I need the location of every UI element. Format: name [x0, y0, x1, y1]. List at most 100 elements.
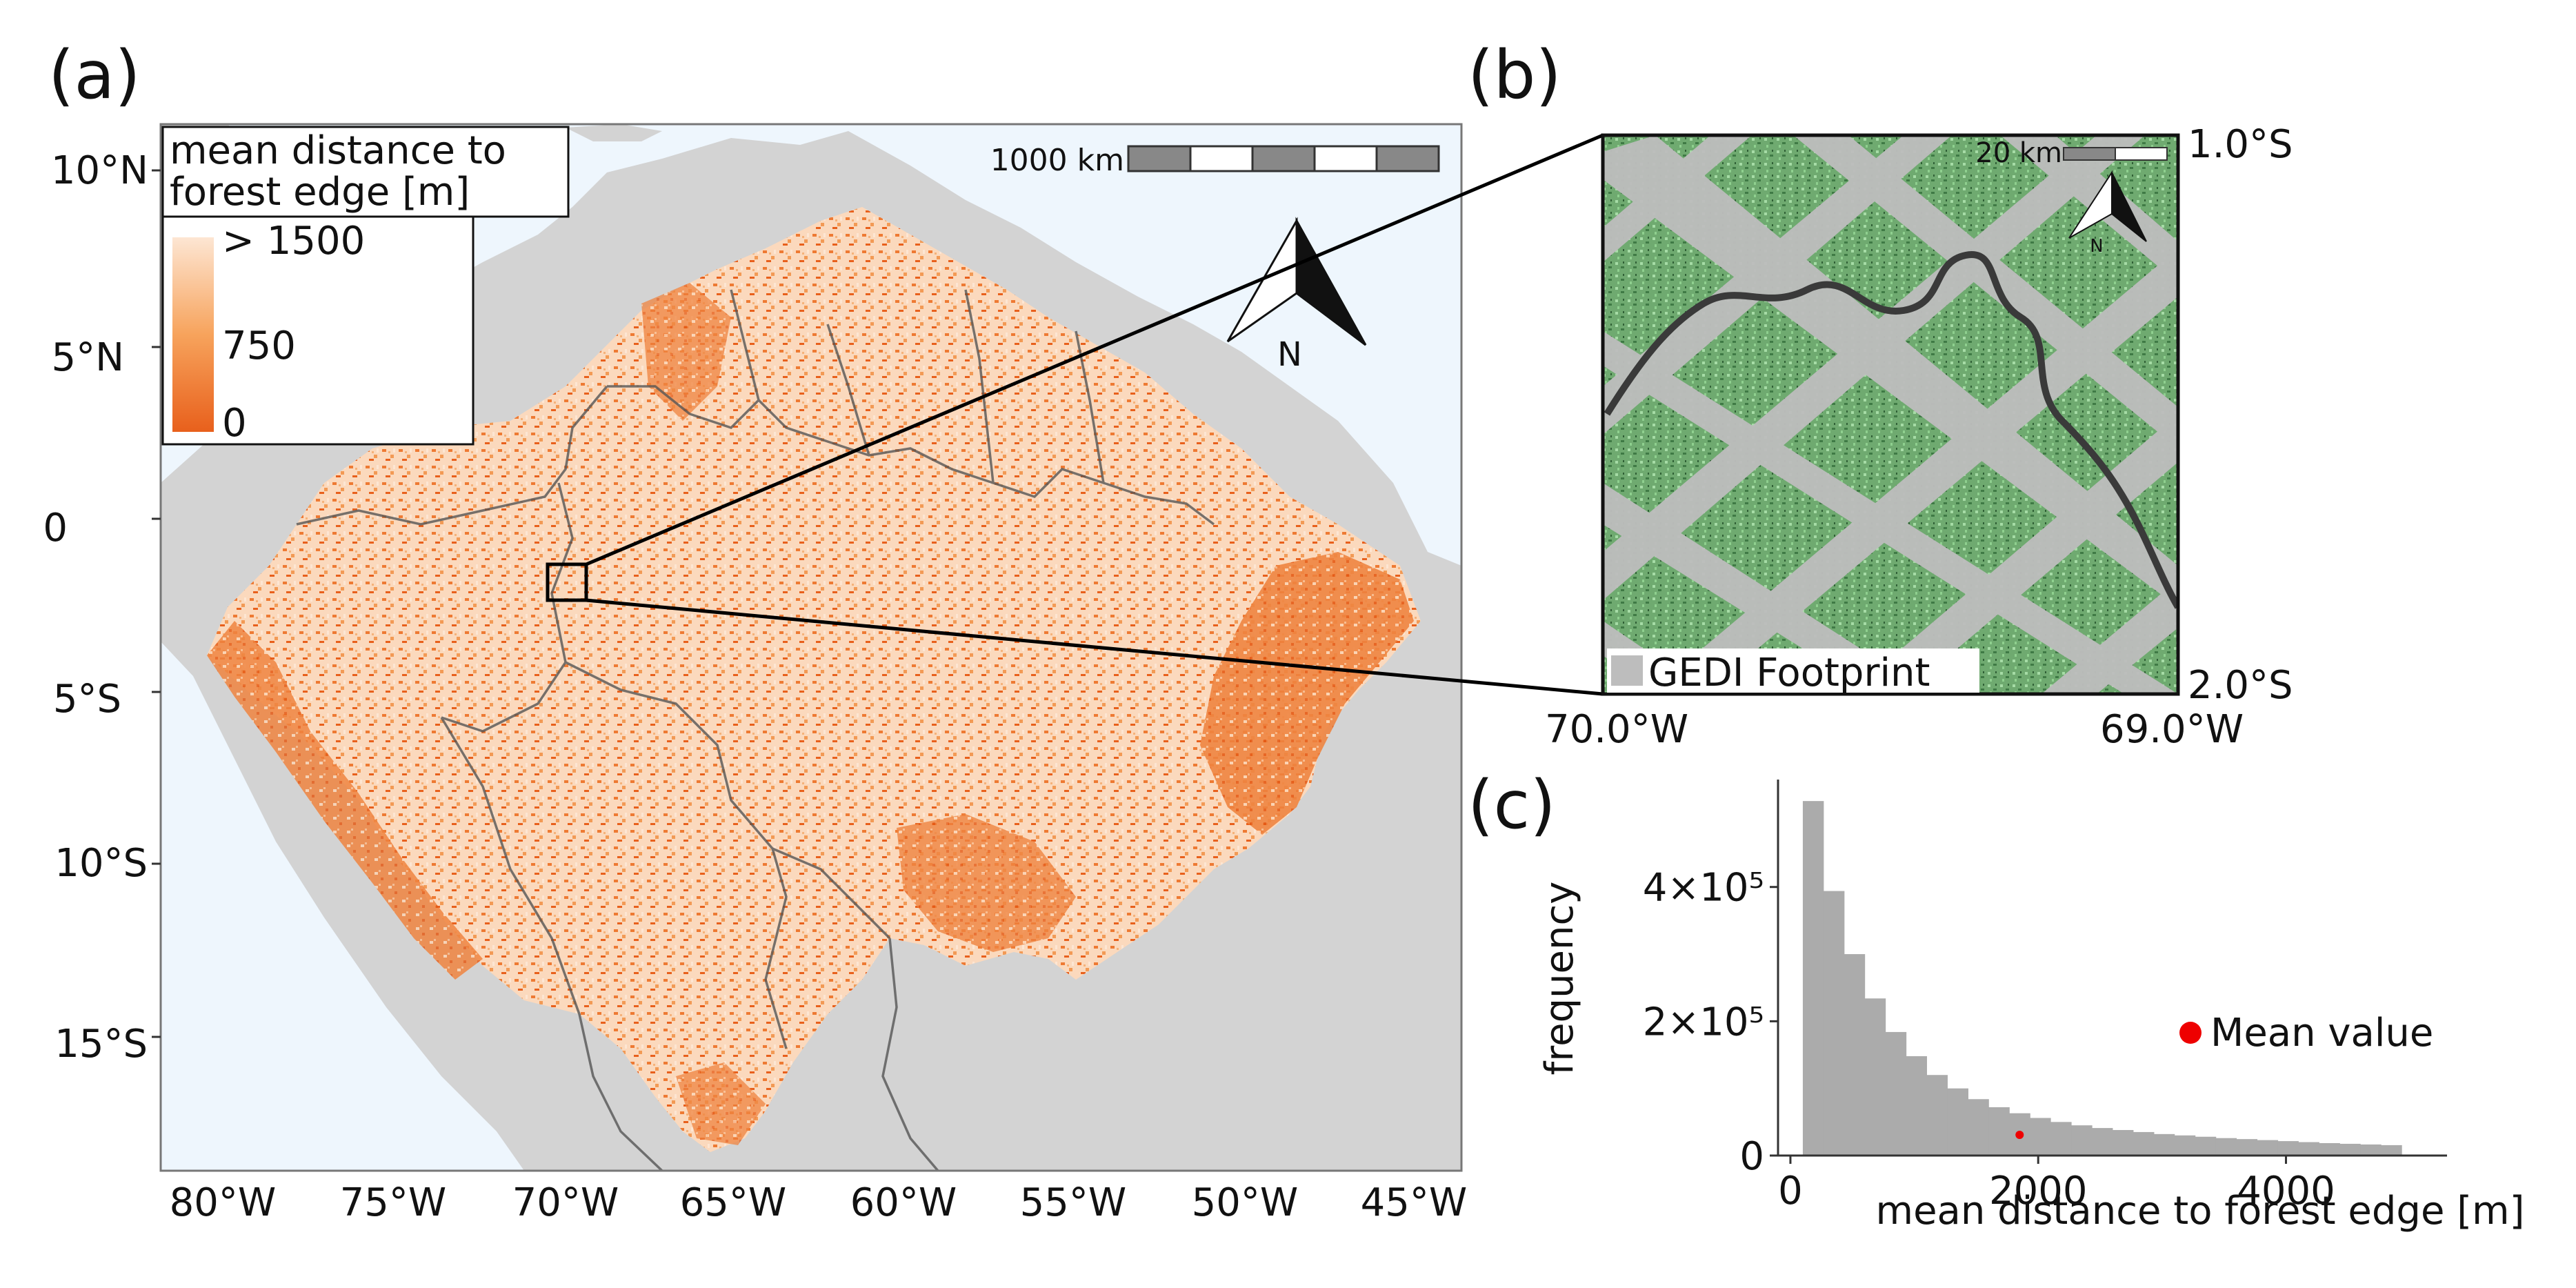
panel-b-scale-label: 20 km [1975, 137, 2062, 169]
color-legend: mean distance to forest edge [m] > 1500 … [161, 126, 570, 446]
x-tick-label: 2000 [1989, 1169, 2088, 1213]
panel-a-frame [159, 123, 1463, 1172]
histogram-bar [1947, 1088, 1968, 1156]
histogram-bar [1906, 1056, 1928, 1156]
gedi-legend-label: GEDI Footprint [1648, 651, 1930, 695]
near-edge-zone [1200, 552, 1414, 835]
lon-label: 75°W [340, 1180, 447, 1225]
country-borders [296, 289, 1215, 1171]
histogram-bar [2050, 1122, 2072, 1156]
x-tick-label: 4000 [2237, 1169, 2335, 1213]
near-edge-zone [207, 621, 483, 980]
mean-legend-label: Mean value [2210, 1011, 2433, 1056]
histogram-bar [2195, 1136, 2217, 1156]
near-edge-zone [897, 814, 1076, 952]
histogram-bar [2236, 1139, 2258, 1156]
gedi-legend-box [1607, 648, 1979, 693]
lon-label: 45°W [1361, 1180, 1468, 1225]
histogram-bar [2071, 1125, 2093, 1156]
lat-label: 5°N [51, 335, 124, 380]
panel-b-scale-bar: 20 km [1975, 137, 2168, 169]
north-arrow-icon: N [1226, 217, 1367, 374]
histogram-bar [2298, 1142, 2319, 1156]
legend-body-box [161, 215, 475, 446]
legend-tick-min: 0 [222, 401, 247, 446]
histogram-bar [2030, 1118, 2051, 1156]
histogram-bar [1864, 998, 1886, 1156]
histogram-bar [1823, 891, 1845, 1156]
histogram: 0 2000 4000 0 2×10⁵ 4×10⁵ mean distance to f… [1537, 780, 2524, 1233]
histogram-bar [1844, 954, 1866, 1156]
histogram-bar [2092, 1128, 2113, 1156]
forest-edge-distance-area [207, 207, 1421, 1152]
lat-label: 0 [43, 506, 68, 551]
near-edge-zone [641, 283, 731, 421]
histogram-bar [1988, 1107, 2010, 1156]
y-tick-label: 0 [1739, 1134, 1764, 1179]
gedi-legend-swatch [1611, 655, 1643, 686]
histogram-bar [2257, 1140, 2279, 1156]
histogram-bar [2360, 1144, 2382, 1156]
scale-bar: 1000 km [990, 143, 1440, 178]
panel-c-label: (c) [1468, 766, 1556, 844]
histogram-bars [1802, 801, 2402, 1156]
histogram-bar [2319, 1142, 2340, 1156]
lat-label: 15°S [54, 1022, 148, 1067]
lon-label: 50°W [1192, 1180, 1299, 1225]
gedi-legend: GEDI Footprint [1607, 648, 1979, 695]
scale-bar-label: 1000 km [990, 143, 1124, 178]
mean-value-marker [2015, 1131, 2024, 1139]
panel-b-lon-right: 69.0°W [2100, 707, 2244, 752]
lon-label: 70°W [512, 1180, 619, 1225]
x-ticks: 0 2000 4000 [1778, 1156, 2335, 1213]
histogram-bar [2215, 1138, 2237, 1156]
x-tick-label: 0 [1778, 1169, 1803, 1213]
y-ticks: 0 2×10⁵ 4×10⁵ [1643, 866, 1778, 1179]
panel-a-map [159, 123, 1463, 1172]
lon-label: 60°W [850, 1180, 957, 1225]
panel-a-label: (a) [48, 37, 141, 114]
legend-title-box [161, 126, 570, 218]
lon-label: 55°W [1020, 1180, 1127, 1225]
inset-selection-box [546, 562, 588, 602]
lat-label: 10°N [51, 148, 148, 193]
y-axis-label: frequency [1537, 882, 1582, 1076]
panel-b-north-label: N [2090, 236, 2103, 257]
legend-colorbar [172, 237, 214, 432]
histogram-bar [1926, 1075, 1948, 1156]
panel-a-ticks [152, 169, 161, 1038]
panel-b-map [1601, 133, 2180, 696]
histogram-bar [2113, 1130, 2134, 1156]
legend-tick-max: > 1500 [222, 219, 365, 264]
panel-b-north-arrow-icon: N [2068, 170, 2147, 257]
near-edge-zone [676, 1062, 766, 1145]
panel-a-lon-labels: 80°W 75°W 70°W 65°W 60°W 55°W 50°W 45°W [170, 1180, 1468, 1225]
y-tick-label: 4×10⁵ [1643, 866, 1764, 911]
panel-b-lon-left: 70.0°W [1545, 707, 1688, 752]
histogram-bar [2339, 1143, 2361, 1156]
lat-label: 10°S [54, 841, 148, 886]
north-label: N [1277, 335, 1302, 374]
histogram-bar [1968, 1099, 1989, 1156]
zoom-connectors [586, 133, 1604, 696]
histogram-bar [1885, 1031, 1907, 1156]
caribbean-island [566, 124, 662, 141]
x-axis-label: mean distance to forest edge [m] [1876, 1189, 2525, 1233]
histogram-bar [2133, 1131, 2155, 1156]
legend-title-line1: mean distance to [170, 128, 506, 173]
histogram-bar [2381, 1145, 2402, 1156]
panel-b-lat-top: 1.0°S [2188, 122, 2293, 167]
mean-legend-marker [2179, 1022, 2201, 1044]
legend-tick-mid: 750 [222, 324, 296, 368]
y-tick-label: 2×10⁵ [1643, 1000, 1764, 1044]
legend-title-line2: forest edge [m] [170, 170, 470, 215]
histogram-bar [2277, 1141, 2299, 1156]
histogram-bar [2153, 1133, 2175, 1156]
panel-b-frame [1601, 133, 2180, 696]
histogram-bar [2174, 1135, 2196, 1156]
river [1604, 251, 2178, 609]
lon-label: 80°W [170, 1180, 277, 1225]
lon-label: 65°W [680, 1180, 787, 1225]
panel-b-label: (b) [1468, 37, 1561, 114]
